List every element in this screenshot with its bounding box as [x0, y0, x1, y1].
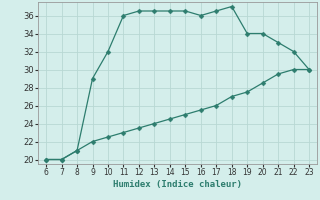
X-axis label: Humidex (Indice chaleur): Humidex (Indice chaleur) [113, 180, 242, 189]
